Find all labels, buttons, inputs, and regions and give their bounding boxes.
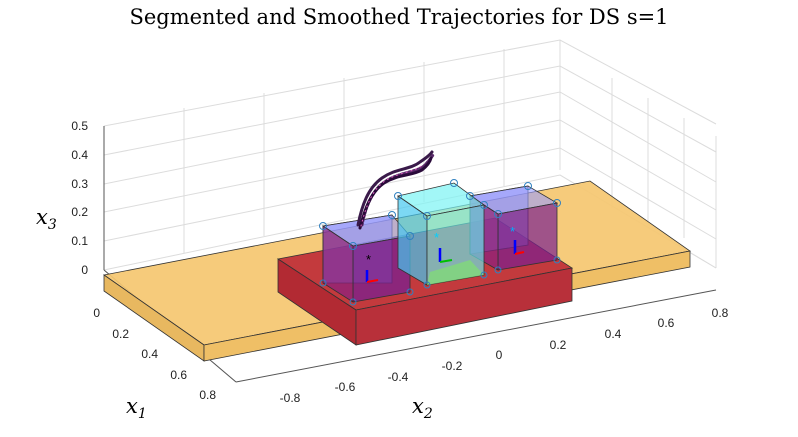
x3-tick-label: 0.3 <box>71 177 88 191</box>
x2-label-base: x <box>412 394 424 418</box>
x1-tick-label: 0.2 <box>112 327 129 341</box>
box-middle: * <box>397 182 485 286</box>
attractor-mid-marker: * <box>434 230 439 245</box>
x2-tick-label: 0 <box>496 348 503 362</box>
x2-tick-label: 0.4 <box>605 327 622 341</box>
x3-label-base: x <box>36 205 48 229</box>
x1-tick-label: 0.4 <box>141 347 158 361</box>
x3-axis-label: x3 <box>36 205 57 233</box>
x1-tick-label: 0.6 <box>170 368 187 382</box>
x2-tick-label: -0.2 <box>442 359 463 373</box>
x3-tick-label: 0.2 <box>71 205 88 219</box>
x2-tick-label: 0.8 <box>712 306 729 320</box>
x1-tick-label: 0.8 <box>199 388 216 402</box>
x1-tick-labels: 0 0.2 0.4 0.6 0.8 <box>93 306 216 402</box>
x1-label-base: x <box>126 394 138 418</box>
trajectories <box>356 150 435 230</box>
x2-tick-labels: -0.8 -0.6 -0.4 -0.2 0 0.2 0.4 0.6 0.8 <box>280 306 729 405</box>
chart-title: Segmented and Smoothed Trajectories for … <box>129 5 668 29</box>
attractor-left-marker: * <box>366 252 371 267</box>
x3-tick-label: 0 <box>81 263 88 277</box>
x2-tick-label: 0.2 <box>550 338 567 352</box>
box-left: * <box>321 214 411 303</box>
x3-tick-labels: 0 0.1 0.2 0.3 0.4 0.5 <box>71 119 88 277</box>
x3-tick-label: 0.4 <box>71 148 88 162</box>
x1-tick-label: 0 <box>93 306 100 320</box>
x3-label-sub: 3 <box>48 217 57 233</box>
x2-axis-label: x2 <box>412 394 433 422</box>
svg-text:x2: x2 <box>412 394 433 422</box>
x3-tick-label: 0.5 <box>71 119 88 133</box>
svg-text:x1: x1 <box>126 394 147 422</box>
svg-text:x3: x3 <box>36 205 57 233</box>
x1-axis-label: x1 <box>126 394 147 422</box>
x2-tick-label: -0.8 <box>280 391 301 405</box>
x2-label-sub: 2 <box>423 406 433 422</box>
attractor-right-marker: * <box>510 224 515 239</box>
x1-label-sub: 1 <box>138 406 147 422</box>
x2-tick-label: 0.6 <box>658 316 675 330</box>
x3-tick-label: 0.1 <box>71 234 88 248</box>
x2-tick-label: -0.4 <box>388 370 409 384</box>
x2-tick-label: -0.6 <box>335 380 356 394</box>
vertex-markers <box>319 179 561 306</box>
